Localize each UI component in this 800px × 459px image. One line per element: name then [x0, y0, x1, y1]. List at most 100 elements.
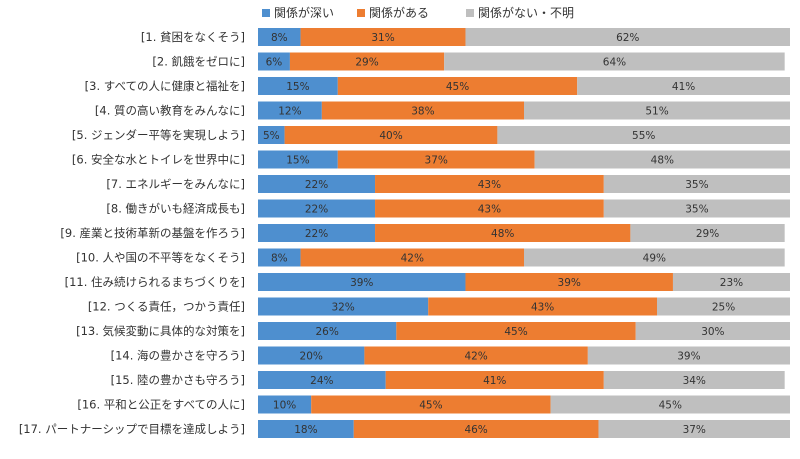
bar-value-label: 39% — [350, 277, 373, 289]
legend-label: 関係がない・不明 — [478, 5, 574, 20]
bar-segment — [258, 199, 376, 218]
bar-segment — [258, 371, 386, 389]
bar-segment — [630, 224, 785, 242]
bar-value-label: 43% — [478, 179, 501, 191]
bar-segment — [375, 199, 604, 218]
category-label: [5. ジェンダー平等を実現しよう] — [72, 128, 245, 142]
bar-segment — [337, 77, 578, 95]
bar-value-label: 8% — [271, 253, 288, 265]
bar-value-label: 12% — [278, 106, 301, 118]
category-label: [9. 産業と技術革新の基盤を作ろう] — [60, 226, 245, 240]
bar-segment — [289, 52, 445, 71]
bar-row: 6% 29% 64% — [258, 52, 785, 71]
category-label: [15. 陸の豊かさも守ろう] — [111, 373, 245, 387]
bar-value-label: 29% — [355, 57, 378, 69]
bar-value-label: 22% — [305, 228, 328, 240]
bar-row: 24% 41% 34% — [258, 371, 785, 389]
bar-segment — [598, 420, 790, 438]
bar-value-label: 10% — [273, 400, 296, 412]
bar-value-label: 22% — [305, 179, 328, 191]
bar-row: 10% 45% 45% — [258, 395, 790, 414]
bar-segment — [258, 77, 338, 95]
bar-value-label: 15% — [286, 155, 309, 167]
bar-value-label: 32% — [331, 302, 354, 314]
category-label: [4. 質の高い教育をみんなに] — [95, 104, 245, 118]
category-labels: [1. 貧困をなくそう] [2. 飢餓をゼロに] [3. すべての人に健康と福祉を]… — [19, 30, 245, 436]
bar-segment — [603, 199, 790, 218]
bar-segment — [258, 420, 354, 438]
bar-value-label: 37% — [425, 155, 448, 167]
bar-value-label: 41% — [483, 375, 506, 387]
bar-segment — [396, 322, 636, 340]
bar-value-label: 5% — [263, 130, 280, 142]
legend-item: 関係がある — [357, 5, 429, 20]
bar-value-label: 45% — [659, 400, 682, 412]
legend-swatch — [466, 9, 474, 17]
bar-segment — [258, 248, 301, 267]
bar-value-label: 40% — [379, 130, 402, 142]
bar-segment — [258, 224, 376, 242]
bar-value-label: 8% — [271, 32, 288, 44]
bar-segment — [284, 126, 498, 144]
bar-value-label: 48% — [651, 155, 674, 167]
bar-segment — [465, 273, 673, 291]
bar-value-label: 30% — [701, 326, 724, 338]
legend-label: 関係が深い — [274, 5, 334, 20]
bar-value-label: 37% — [683, 424, 706, 436]
category-label: [16. 平和と公正をすべての人に] — [77, 398, 245, 412]
bar-value-label: 24% — [310, 375, 333, 387]
bar-value-label: 49% — [643, 253, 666, 265]
bar-value-label: 62% — [616, 32, 639, 44]
bar-segment — [524, 248, 785, 267]
legend-swatch — [357, 9, 365, 17]
category-label: [3. すべての人に健康と福祉を] — [85, 79, 245, 93]
bar-segment — [497, 126, 790, 144]
bar-value-label: 22% — [305, 204, 328, 216]
bar-segment — [672, 273, 790, 291]
category-label: [2. 飢餓をゼロに] — [152, 55, 245, 69]
bar-segment — [353, 420, 599, 438]
bar-value-label: 35% — [685, 179, 708, 191]
bar-segment — [300, 28, 466, 46]
bar-value-label: 18% — [294, 424, 317, 436]
bar-value-label: 39% — [677, 351, 700, 363]
bar-row: 8% 31% 62% — [258, 28, 790, 46]
legend-swatch — [262, 9, 270, 17]
bar-segment — [258, 126, 285, 144]
bar-row: 8% 42% 49% — [258, 248, 785, 267]
category-label: [6. 安全な水とトイレを世界中に] — [72, 153, 245, 167]
category-label: [12. つくる責任，つかう責任] — [88, 300, 245, 314]
bar-segment — [258, 273, 466, 291]
category-label: [1. 貧困をなくそう] — [141, 30, 245, 44]
bar-segment — [258, 101, 322, 120]
bar-row: 15% 37% 48% — [258, 150, 790, 169]
bar-row: 5% 40% 55% — [258, 126, 790, 144]
bar-segment — [657, 297, 790, 316]
bar-row: 22% 43% 35% — [258, 175, 790, 193]
bar-value-label: 29% — [696, 228, 719, 240]
category-label: [11. 住み続けられるまちづくりを] — [65, 275, 245, 289]
bar-segment — [258, 28, 301, 46]
bar-value-label: 34% — [683, 375, 706, 387]
bar-row: 15% 45% 41% — [258, 77, 790, 95]
category-label: [10. 人や国の不平等をなくそう] — [76, 251, 245, 265]
bar-segment — [364, 346, 588, 365]
bar-row: 26% 45% 30% — [258, 322, 790, 340]
bar-segment — [258, 175, 376, 193]
bar-value-label: 64% — [603, 57, 626, 69]
bar-value-label: 45% — [446, 81, 469, 93]
bar-segment — [300, 248, 524, 267]
bar-value-label: 15% — [286, 81, 309, 93]
category-label: [7. エネルギーをみんなに] — [106, 177, 245, 191]
bar-row: 20% 42% 39% — [258, 346, 790, 365]
bar-value-label: 48% — [491, 228, 514, 240]
bar-segment — [603, 371, 785, 389]
bar-segment — [258, 395, 312, 414]
bar-segment — [258, 297, 429, 316]
bar-value-label: 41% — [672, 81, 695, 93]
bar-segment — [375, 175, 604, 193]
bar-value-label: 39% — [558, 277, 581, 289]
bars: 8% 31% 62%6% 29% 64%15% 45% 41%12% 38% 51%5% 40% 5… — [258, 28, 790, 438]
bar-value-label: 20% — [300, 351, 323, 363]
